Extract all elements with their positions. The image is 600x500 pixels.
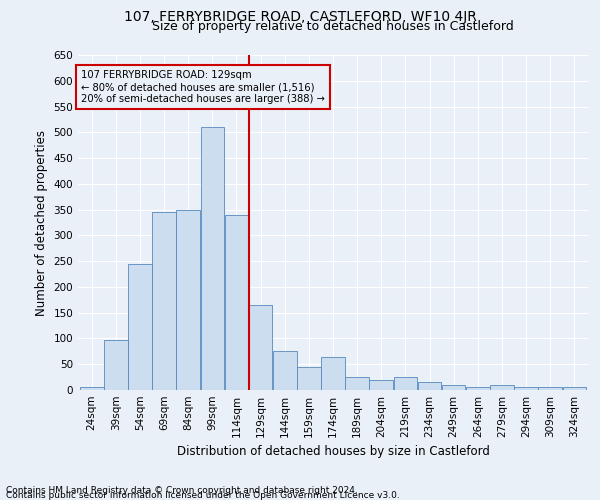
Bar (176, 210, 200, 390)
Bar (80, 388, 104, 390)
Text: Contains HM Land Registry data © Crown copyright and database right 2024.: Contains HM Land Registry data © Crown c… (6, 486, 358, 495)
Bar (152, 212, 176, 390)
Bar (273, 352, 296, 390)
Bar (442, 385, 466, 390)
Text: 107 FERRYBRIDGE ROAD: 129sqm
← 80% of detached houses are smaller (1,516)
20% of: 107 FERRYBRIDGE ROAD: 129sqm ← 80% of de… (81, 70, 325, 104)
Bar (514, 388, 538, 390)
Bar (249, 305, 272, 390)
Bar (466, 388, 490, 390)
Text: Contains public sector information licensed under the Open Government Licence v3: Contains public sector information licen… (6, 491, 400, 500)
Bar (563, 388, 586, 390)
Bar (418, 382, 442, 390)
Bar (394, 377, 417, 390)
Bar (370, 380, 393, 390)
Bar (104, 340, 128, 390)
Bar (321, 356, 345, 390)
Bar (224, 215, 248, 390)
X-axis label: Distribution of detached houses by size in Castleford: Distribution of detached houses by size … (176, 446, 490, 458)
Bar (490, 385, 514, 390)
Bar (128, 264, 152, 390)
Text: 107, FERRYBRIDGE ROAD, CASTLEFORD, WF10 4JR: 107, FERRYBRIDGE ROAD, CASTLEFORD, WF10 … (124, 10, 476, 24)
Bar (538, 388, 562, 390)
Bar (346, 377, 369, 390)
Title: Size of property relative to detached houses in Castleford: Size of property relative to detached ho… (152, 20, 514, 33)
Bar (297, 367, 320, 390)
Y-axis label: Number of detached properties: Number of detached properties (35, 130, 48, 316)
Bar (200, 127, 224, 390)
